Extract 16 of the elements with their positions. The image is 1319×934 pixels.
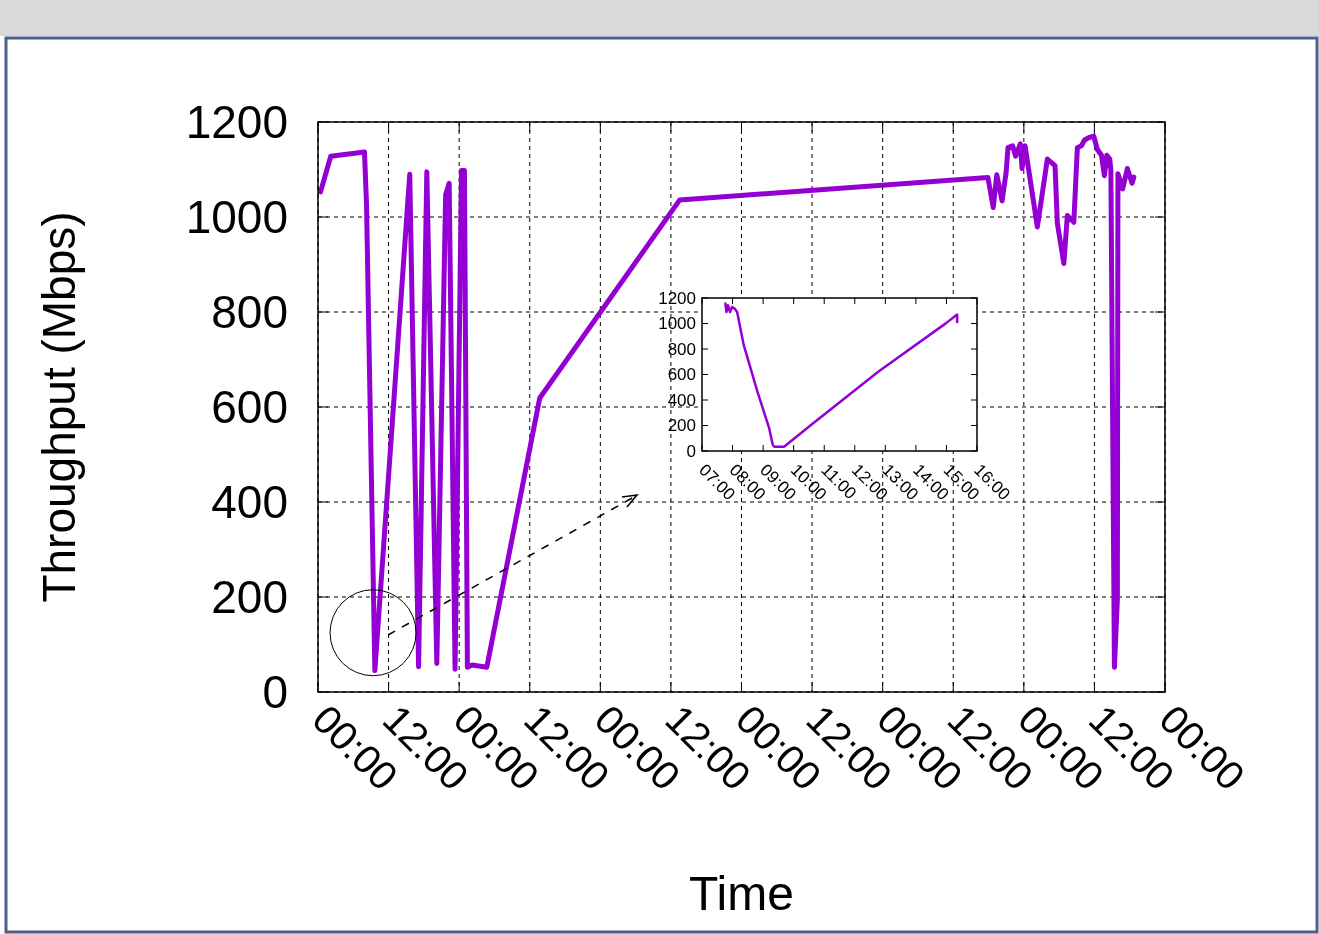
y-tick-label: 800 (667, 339, 696, 359)
y-tick-label: 600 (211, 381, 288, 434)
y-tick-label: 1200 (658, 288, 696, 308)
y-axis-title: Throughput (Mbps) (33, 211, 85, 603)
y-tick-label: 400 (211, 476, 288, 529)
y-tick-label: 0 (262, 666, 288, 719)
y-tick-label: 200 (667, 416, 696, 436)
y-tick-label: 1200 (185, 96, 288, 149)
y-tick-label: 0 (686, 441, 696, 461)
y-tick-label: 800 (211, 286, 288, 339)
y-tick-label: 1000 (185, 191, 288, 244)
y-tick-label: 400 (667, 390, 696, 410)
y-tick-label: 600 (667, 365, 696, 385)
x-axis-title: Time (689, 867, 794, 920)
y-tick-label: 1000 (658, 314, 696, 334)
y-tick-label: 200 (211, 571, 288, 624)
